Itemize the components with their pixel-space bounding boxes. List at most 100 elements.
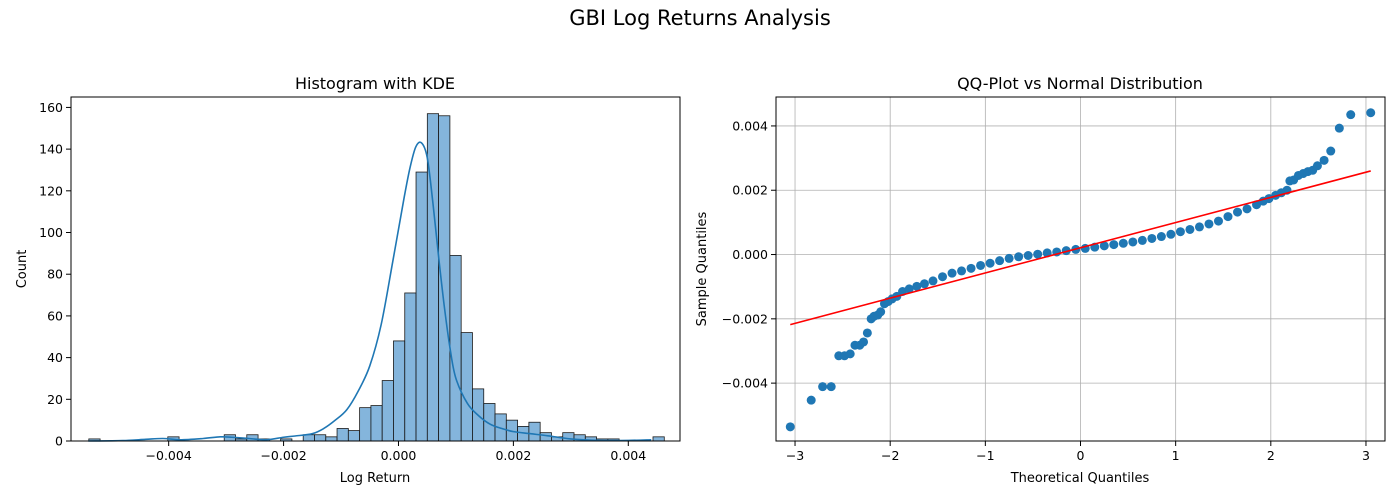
y-tick-label: 120 — [39, 183, 63, 198]
qq-point — [1128, 237, 1138, 247]
qq-point — [876, 307, 886, 317]
qq-point — [1346, 110, 1356, 120]
qq-point — [966, 263, 976, 273]
qq-point — [919, 279, 929, 289]
histogram-bar — [483, 403, 496, 442]
y-tick-label: 140 — [39, 142, 63, 157]
qq-point — [1319, 155, 1329, 165]
histogram-bar — [393, 340, 406, 442]
qq-point — [806, 395, 816, 405]
y-tick-label: −0.004 — [722, 376, 768, 391]
qq-point — [976, 260, 986, 270]
x-tick-label: 2 — [1267, 448, 1275, 463]
qq-point — [859, 337, 869, 347]
qq-point — [1312, 161, 1322, 171]
qq-point — [862, 328, 872, 338]
qq-y-axis-label: Sample Quantiles — [695, 211, 710, 326]
y-tick-label: 0.000 — [732, 247, 768, 262]
qq-point — [928, 276, 938, 286]
histogram-bar — [449, 255, 462, 442]
qq-point — [1185, 224, 1195, 234]
qq-point — [1033, 249, 1043, 259]
histogram-y-axis-label: Count — [15, 250, 30, 289]
x-tick-label: 1 — [1172, 448, 1180, 463]
x-tick-label: −0.004 — [146, 448, 192, 463]
qq-x-axis-label: Theoretical Quantiles — [1010, 471, 1150, 486]
qq-plot-title: QQ-Plot vs Normal Distribution — [957, 74, 1203, 93]
qq-point — [1242, 204, 1252, 214]
x-tick-label: 0.002 — [495, 448, 531, 463]
histogram-x-axis-label: Log Return — [340, 471, 411, 486]
y-tick-label: 20 — [47, 392, 63, 407]
y-tick-label: 0.004 — [732, 118, 768, 133]
histogram-bar — [460, 332, 473, 442]
qq-point — [1326, 146, 1336, 156]
qq-point — [904, 284, 914, 294]
qq-point — [1137, 235, 1147, 245]
x-tick-label: 0.004 — [610, 448, 646, 463]
histogram-bar — [426, 113, 440, 442]
qq-point — [1213, 216, 1223, 226]
qq-point — [1204, 219, 1214, 229]
histogram-y-ticks: 0 20 40 60 80 100 120 140 160 — [39, 100, 71, 449]
qq-x-ticks: −3 −2 −1 0 1 2 3 — [786, 441, 1370, 463]
histogram-bar — [652, 436, 665, 442]
qq-point — [995, 256, 1005, 266]
histogram-bar — [314, 434, 327, 442]
x-tick-label: −2 — [881, 448, 899, 463]
qq-y-ticks: −0.004 −0.002 0.000 0.002 0.004 — [722, 118, 776, 391]
y-tick-label: 160 — [39, 100, 63, 115]
qq-point — [1099, 241, 1109, 251]
qq-point — [957, 266, 967, 276]
x-tick-label: 0.000 — [381, 448, 417, 463]
qq-reference-line — [790, 170, 1371, 326]
qq-point — [1147, 233, 1157, 243]
qq-points — [785, 108, 1376, 432]
qq-point — [1156, 232, 1166, 242]
qq-plot-panel: QQ-Plot vs Normal Distribution −3 −2 −1 0 1 2… — [695, 74, 1386, 486]
qq-point — [947, 268, 957, 278]
histogram-bar — [359, 407, 372, 442]
qq-point — [912, 281, 922, 291]
qq-point — [1175, 227, 1185, 237]
x-tick-label: −3 — [786, 448, 804, 463]
kde-curve — [88, 141, 652, 442]
histogram-bar — [347, 430, 361, 442]
y-tick-label: 60 — [47, 308, 63, 323]
y-tick-label: 80 — [47, 267, 63, 282]
histogram-bar — [381, 380, 394, 442]
qq-point — [1004, 253, 1014, 263]
qq-point — [785, 422, 795, 432]
qq-point — [818, 382, 828, 392]
y-tick-label: 0.002 — [732, 183, 768, 198]
x-tick-label: −1 — [976, 448, 994, 463]
histogram-bar — [528, 421, 541, 442]
qq-point — [985, 258, 995, 268]
x-tick-label: −0.002 — [260, 448, 306, 463]
histogram-bars — [88, 113, 665, 442]
qq-point — [938, 272, 948, 282]
qq-point — [1109, 240, 1119, 250]
figure-title: GBI Log Returns Analysis — [569, 6, 831, 30]
qq-point — [1014, 252, 1024, 262]
histogram-title: Histogram with KDE — [295, 74, 455, 93]
qq-point — [1366, 108, 1376, 118]
histogram-bar — [404, 292, 417, 442]
qq-point — [826, 382, 836, 392]
qq-point — [1042, 248, 1052, 258]
histogram-axes-frame — [70, 96, 681, 442]
histogram-bar — [336, 428, 349, 442]
y-tick-label: 40 — [47, 350, 63, 365]
qq-point — [1166, 229, 1176, 239]
qq-point — [1233, 207, 1243, 217]
qq-point — [1118, 238, 1128, 248]
qq-point — [1334, 123, 1344, 133]
qq-point — [1223, 212, 1233, 222]
x-tick-label: 3 — [1362, 448, 1370, 463]
qq-point — [1023, 250, 1033, 260]
histogram-x-ticks: −0.004 −0.002 0.000 0.002 0.004 — [146, 441, 646, 463]
histogram-bar — [325, 436, 338, 442]
qq-point — [845, 349, 855, 359]
histogram-panel: Histogram with KDE −0.004 −0.002 0.000 0.00… — [15, 74, 681, 486]
